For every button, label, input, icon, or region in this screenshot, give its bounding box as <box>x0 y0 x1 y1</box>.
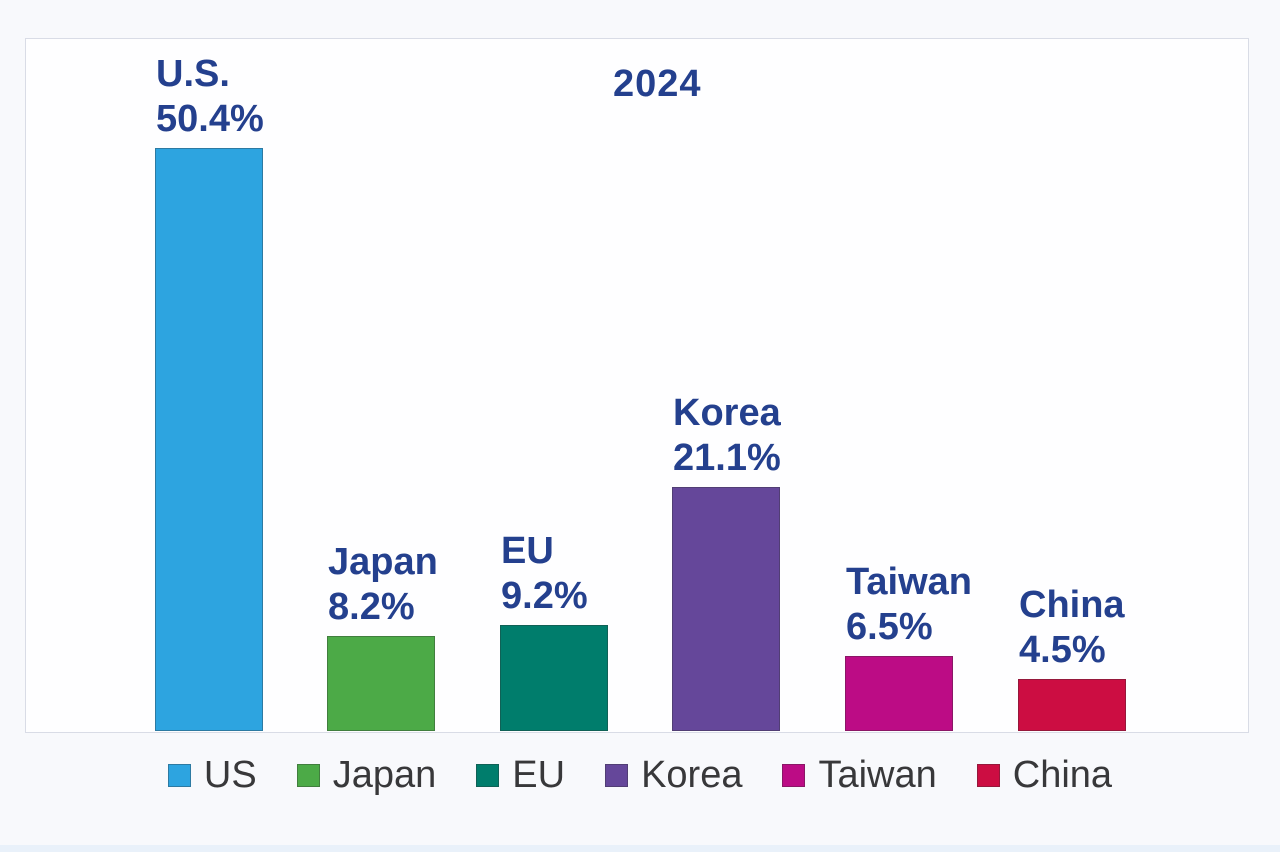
bar-data-label-china: China 4.5% <box>1019 583 1125 673</box>
legend-label: Japan <box>332 754 437 796</box>
bar-group-us: U.S. 50.4% <box>155 53 264 731</box>
legend-label: EU <box>512 754 566 796</box>
bar-label-value: 50.4% <box>156 98 264 140</box>
bar-taiwan <box>845 656 953 731</box>
bar-label-value: 6.5% <box>846 606 933 648</box>
bar-data-label-eu: EU 9.2% <box>501 529 588 619</box>
legend-item-eu: EU <box>476 756 565 794</box>
bar-group-korea: Korea 21.1% <box>672 392 781 731</box>
bar-label-value: 9.2% <box>501 575 588 617</box>
bar-group-japan: Japan 8.2% <box>327 541 438 731</box>
legend-item-us: US <box>167 754 257 796</box>
bar-label-value: 8.2% <box>328 586 415 628</box>
bar-eu <box>500 625 608 731</box>
bar-group-china: China 4.5% <box>1018 584 1126 731</box>
legend-swatch-icon <box>476 763 500 787</box>
bar-us <box>155 148 263 731</box>
bottom-strip <box>0 845 1280 852</box>
bar-data-label-us: U.S. 50.4% <box>156 52 264 142</box>
legend-label: China <box>1012 754 1113 796</box>
bar-label-value: 4.5% <box>1019 629 1106 671</box>
bar-group-taiwan: Taiwan 6.5% <box>845 561 972 731</box>
chart-title: 2024 <box>613 63 702 105</box>
bar-label-name: U.S. <box>156 53 230 95</box>
bar-label-name: EU <box>501 530 554 572</box>
bar-korea <box>672 487 780 731</box>
legend-label: US <box>203 754 257 796</box>
bar-label-name: Taiwan <box>846 561 972 603</box>
bar-label-name: Korea <box>673 392 781 434</box>
bar-group-eu: EU 9.2% <box>500 530 608 731</box>
legend-item-taiwan: Taiwan <box>782 754 937 796</box>
bar-label-value: 21.1% <box>673 437 781 479</box>
legend-item-china: China <box>976 754 1113 796</box>
bar-data-label-korea: Korea 21.1% <box>673 391 781 481</box>
legend-item-korea: Korea <box>605 756 742 794</box>
legend-swatch-icon <box>296 763 320 787</box>
legend-swatch-icon <box>782 763 806 787</box>
plot-area: 2024 U.S. 50.4% Japan 8.2% EU 9.2% Korea 21.1% T… <box>25 38 1249 733</box>
bar-china <box>1018 679 1126 731</box>
legend-item-japan: Japan <box>296 754 437 796</box>
bar-label-name: Japan <box>328 541 438 583</box>
bar-label-name: China <box>1019 584 1125 626</box>
legend-swatch-icon <box>605 763 629 787</box>
bar-data-label-taiwan: Taiwan 6.5% <box>846 560 972 650</box>
legend-label: Korea <box>641 754 743 796</box>
legend: US Japan EU Korea Taiwan China <box>0 756 1280 794</box>
legend-label: Taiwan <box>818 754 937 796</box>
legend-swatch-icon <box>167 763 191 787</box>
legend-swatch-icon <box>976 763 1000 787</box>
bar-japan <box>327 636 435 731</box>
bar-data-label-japan: Japan 8.2% <box>328 540 438 630</box>
